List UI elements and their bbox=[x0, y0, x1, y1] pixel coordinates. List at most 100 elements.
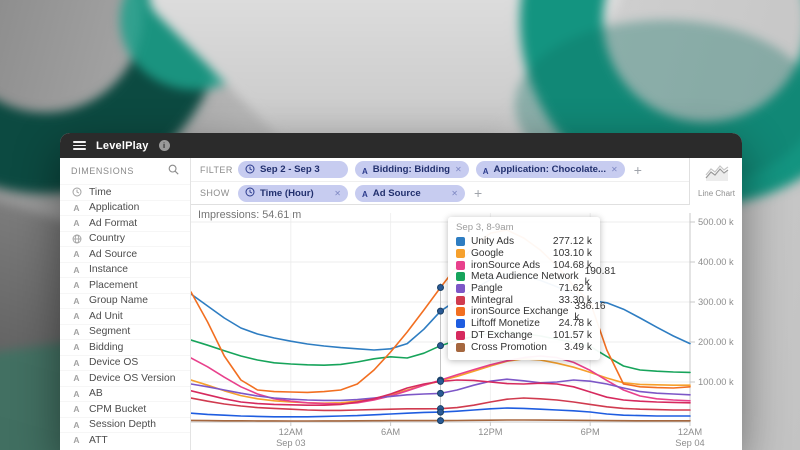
tooltip-row: Google 103.10 k bbox=[456, 248, 592, 260]
sidebar-item-instance[interactable]: A Instance bbox=[60, 261, 190, 278]
attr-icon: A bbox=[362, 190, 368, 199]
chip-application-chocolate-[interactable]: A Application: Chocolate... ✕ bbox=[475, 161, 625, 178]
sidebar-item-country[interactable]: Country bbox=[60, 230, 190, 247]
series-swatch bbox=[456, 295, 465, 305]
series-swatch bbox=[456, 342, 465, 352]
sidebar-item-placement[interactable]: A Placement bbox=[60, 277, 190, 293]
sidebar-item-segment[interactable]: A Segment bbox=[60, 323, 190, 340]
attr-icon: A bbox=[73, 202, 80, 213]
levelplay-window: LevelPlay i DIMENSIONS Time A Applicatio… bbox=[60, 133, 742, 450]
add-show-button[interactable]: + bbox=[474, 185, 483, 201]
sidebar-item-device-os[interactable]: A Device OS bbox=[60, 354, 190, 371]
attr-icon: A bbox=[73, 373, 80, 383]
close-icon[interactable]: ✕ bbox=[611, 165, 618, 174]
attr-icon: A bbox=[73, 357, 80, 368]
tooltip-rows: Unity Ads 277.12 k Google 103.10 k ironS… bbox=[456, 236, 616, 353]
attr-icon: A bbox=[73, 342, 80, 352]
close-icon[interactable]: ✕ bbox=[455, 165, 462, 174]
sidebar-item-ab[interactable]: A AB bbox=[60, 385, 190, 402]
sidebar-item-cpm-bucket[interactable]: A CPM Bucket bbox=[60, 401, 190, 417]
tooltip-row: Pangle 71.62 k bbox=[456, 283, 592, 295]
attr-icon: A bbox=[73, 218, 80, 228]
tooltip-row: Liftoff Monetize 24.78 k bbox=[456, 318, 592, 330]
attr-icon: A bbox=[73, 280, 80, 290]
svg-text:Sep 03: Sep 03 bbox=[276, 438, 305, 448]
add-filter-button[interactable]: + bbox=[633, 161, 642, 178]
search-icon[interactable] bbox=[168, 162, 179, 180]
line-chart[interactable]: 500.00 k 400.00 k 300.00 k 200.00 k 100.00 k… bbox=[190, 205, 742, 450]
sidebar-item-application[interactable]: A Application bbox=[60, 199, 190, 216]
svg-text:300.00 k: 300.00 k bbox=[698, 297, 734, 307]
info-icon[interactable]: i bbox=[158, 140, 170, 151]
attr-icon: A bbox=[482, 166, 489, 176]
series-swatch bbox=[456, 237, 465, 247]
show-label: SHOW bbox=[200, 188, 230, 198]
svg-text:12AM: 12AM bbox=[678, 427, 702, 437]
tooltip-row: Mintegral 33.30 k bbox=[456, 294, 592, 306]
svg-text:500.00 k: 500.00 k bbox=[698, 217, 734, 227]
chip-time-hour-[interactable]: Time (Hour) ✕ bbox=[238, 184, 348, 202]
sidebar-item-group-name[interactable]: A Group Name bbox=[60, 292, 190, 309]
sidebar-item-ad-format[interactable]: A Ad Format bbox=[60, 215, 190, 231]
show-chips: Time (Hour) ✕ A Ad Source ✕ + bbox=[238, 184, 484, 202]
attr-icon: A bbox=[73, 435, 80, 445]
main-panel: FILTER Sep 2 - Sep 3 A Bidding: Bidding … bbox=[190, 158, 742, 450]
show-row: SHOW Time (Hour) ✕ A Ad Source ✕ + bbox=[191, 181, 689, 204]
filter-panel: FILTER Sep 2 - Sep 3 A Bidding: Bidding … bbox=[191, 158, 690, 205]
attr-icon: A bbox=[73, 264, 80, 275]
sidebar-header: DIMENSIONS bbox=[60, 158, 190, 184]
tooltip-title: Sep 3, 8-9am bbox=[456, 222, 514, 233]
filter-chips: Sep 2 - Sep 3 A Bidding: Bidding ✕ A App… bbox=[238, 161, 644, 178]
series-swatch bbox=[456, 330, 465, 340]
sidebar-item-time[interactable]: Time bbox=[60, 184, 190, 200]
clock-icon bbox=[71, 187, 82, 197]
chart-type-label: Line Chart bbox=[698, 189, 735, 198]
tooltip-row: ironSource Exchange 336.16 k bbox=[456, 301, 606, 323]
attr-icon: A bbox=[73, 404, 80, 414]
svg-text:12AM: 12AM bbox=[279, 427, 303, 437]
chart-pane: 500.00 k 400.00 k 300.00 k 200.00 k 100.00 k… bbox=[190, 205, 742, 450]
svg-text:100.00 k: 100.00 k bbox=[698, 377, 734, 387]
chart-type-selector[interactable]: Line Chart bbox=[691, 158, 742, 205]
attr-icon: A bbox=[73, 419, 80, 430]
svg-text:400.00 k: 400.00 k bbox=[698, 257, 734, 267]
titlebar: LevelPlay i bbox=[60, 133, 742, 158]
tooltip-row: Unity Ads 277.12 k bbox=[456, 236, 592, 248]
close-icon[interactable]: ✕ bbox=[334, 188, 341, 198]
svg-text:6PM: 6PM bbox=[581, 427, 600, 437]
menu-icon[interactable] bbox=[73, 141, 86, 150]
sidebar-item-device-os-version[interactable]: A Device OS Version bbox=[60, 370, 190, 386]
chip-ad-source[interactable]: A Ad Source ✕ bbox=[355, 184, 465, 202]
tooltip-row: ironSource Ads 104.68 k bbox=[456, 259, 592, 271]
attr-icon: A bbox=[73, 326, 80, 337]
attr-icon: A bbox=[73, 311, 80, 321]
attr-icon: A bbox=[73, 295, 80, 306]
window-body: DIMENSIONS Time A Application A Ad Forma… bbox=[60, 158, 742, 450]
dimension-list: Time A Application A Ad Format Country A… bbox=[60, 184, 190, 448]
tooltip-row: Meta Audience Network 190.81 k bbox=[456, 266, 616, 288]
series-swatch bbox=[456, 249, 465, 259]
tooltip-row: DT Exchange 101.57 k bbox=[456, 330, 592, 342]
clock-icon bbox=[245, 161, 255, 179]
filter-row: FILTER Sep 2 - Sep 3 A Bidding: Bidding … bbox=[191, 158, 689, 181]
svg-text:Sep 04: Sep 04 bbox=[675, 438, 704, 448]
dimensions-title: DIMENSIONS bbox=[71, 166, 135, 176]
sidebar-item-session-depth[interactable]: A Session Depth bbox=[60, 416, 190, 433]
sidebar-item-ad-source[interactable]: A Ad Source bbox=[60, 246, 190, 262]
filter-label: FILTER bbox=[200, 164, 233, 175]
sidebar-item-bidding[interactable]: A Bidding bbox=[60, 339, 190, 355]
series-swatch bbox=[456, 272, 465, 282]
svg-text:200.00 k: 200.00 k bbox=[698, 337, 734, 347]
line-chart-icon bbox=[704, 165, 729, 186]
chip-sep-2-sep-3[interactable]: Sep 2 - Sep 3 bbox=[238, 161, 348, 178]
series-swatch bbox=[456, 307, 465, 317]
globe-icon bbox=[71, 234, 82, 244]
close-icon[interactable]: ✕ bbox=[451, 188, 458, 198]
chart-tooltip: Sep 3, 8-9am Unity Ads 277.12 k Google 1… bbox=[448, 217, 616, 360]
svg-text:12PM: 12PM bbox=[478, 427, 502, 437]
sidebar-item-ad-unit[interactable]: A Ad Unit bbox=[60, 308, 190, 324]
chip-bidding-bidding[interactable]: A Bidding: Bidding ✕ bbox=[355, 161, 469, 178]
svg-text:6AM: 6AM bbox=[381, 427, 400, 437]
sidebar-item-att[interactable]: A ATT bbox=[60, 432, 190, 448]
